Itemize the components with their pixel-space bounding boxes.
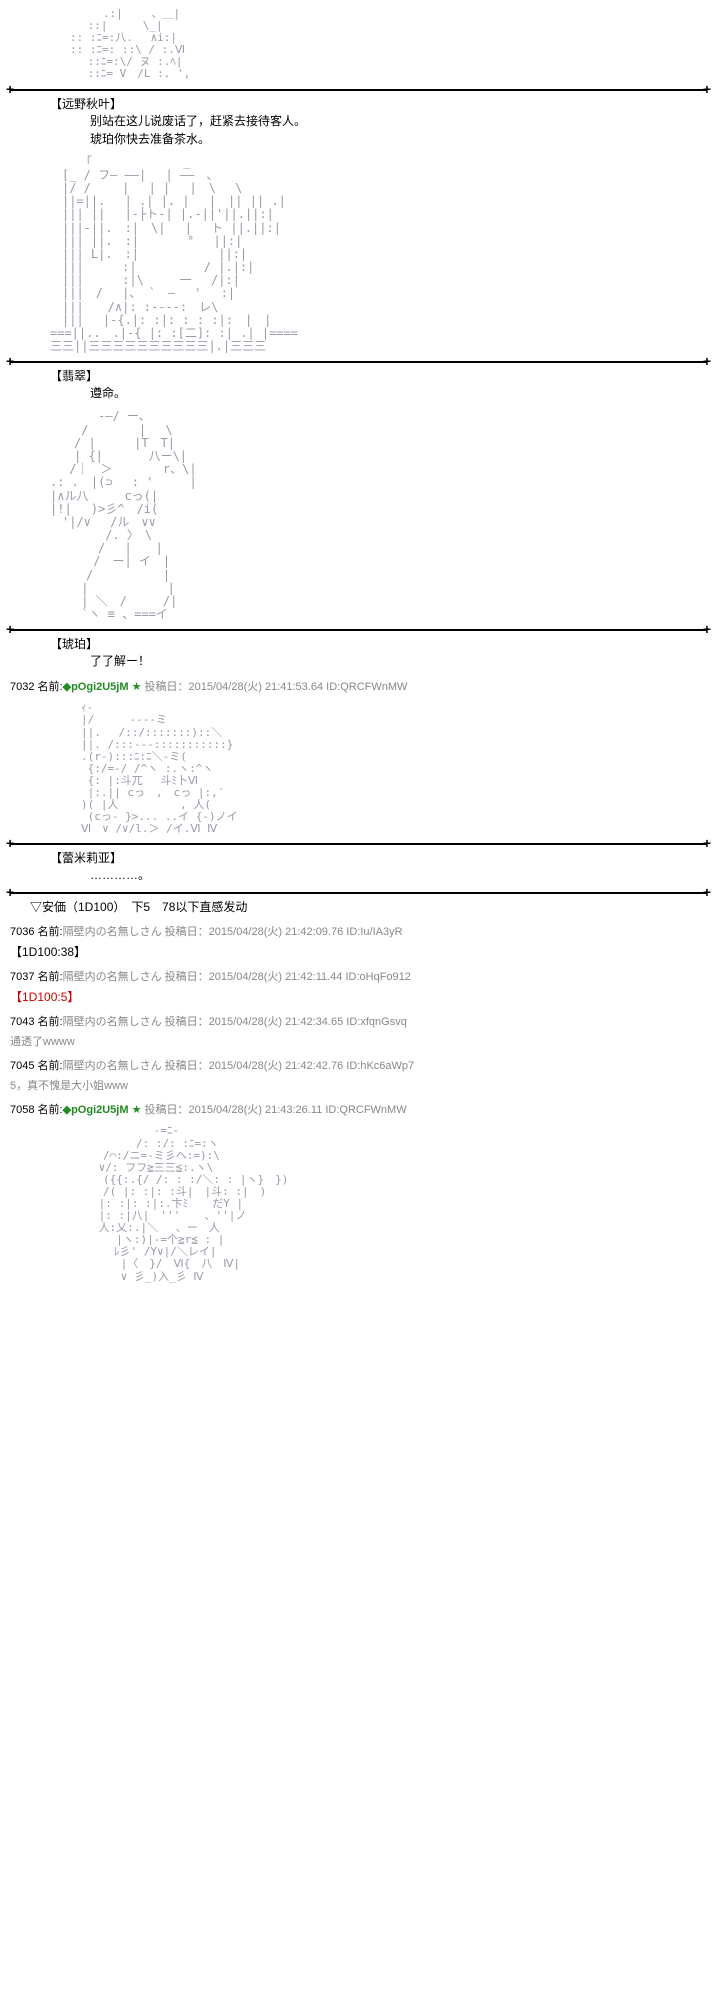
post-header: 7045 名前:隔壁内の名無しさん 投稿日：2015/04/28(火) 21:4… xyxy=(10,1057,707,1073)
id-label: ID: xyxy=(326,681,340,693)
divider xyxy=(10,843,707,845)
dialogue-line: 别站在这儿说废话了，赶紧去接待客人。 xyxy=(90,114,306,128)
dialogue-line: …………。 xyxy=(90,868,150,882)
dialogue-text: …………。 xyxy=(90,866,707,884)
name-label: 名前: xyxy=(38,971,63,983)
id-label: ID: xyxy=(346,1060,360,1072)
post-id: oHqFo912 xyxy=(360,971,411,983)
character-name: 【蕾米莉亚】 xyxy=(50,849,707,866)
date-label: 投稿日： xyxy=(165,926,209,938)
poster-name: 隔壁内の名無しさん xyxy=(63,1060,162,1072)
date-label: 投稿日： xyxy=(165,1060,209,1072)
post-id: QRCFWnMW xyxy=(340,681,407,693)
divider xyxy=(10,89,707,91)
dialogue-text: 遵命。 xyxy=(90,384,707,402)
name-label: 名前: xyxy=(38,1060,63,1072)
post-date: 2015/04/28(火) 21:43:26.11 xyxy=(189,1104,323,1116)
name-label: 名前: xyxy=(38,681,63,693)
post-comment: 5，真不愧是大小姐www xyxy=(10,1077,707,1093)
ascii-art-hisui: 「 _ [_ / フ― ――| | ―― 、 |/ / | | | | \ \ … xyxy=(50,156,707,354)
post-id: hKc6aWp7 xyxy=(360,1060,414,1072)
name-label: 名前: xyxy=(38,1016,63,1028)
dialogue-line: 遵命。 xyxy=(90,386,126,400)
post-date: 2015/04/28(火) 21:41:53.64 xyxy=(189,681,324,693)
date-label: 投稿日： xyxy=(165,1016,209,1028)
post-number: 7045 xyxy=(10,1060,34,1072)
post-id: Iu/IA3yR xyxy=(360,926,402,938)
ascii-art-remilia2: -=ﾆ- /: :/: :ﾆ=:ヽ /⌒:/ニ=-ミ彡ヘ:=):\ ∨/: フフ… xyxy=(70,1125,707,1282)
post-date: 2015/04/28(火) 21:42:42.76 xyxy=(209,1060,344,1072)
name-label: 名前: xyxy=(38,926,63,938)
character-name: 【翡翠】 xyxy=(50,367,707,384)
ascii-art-kohaku: -―/ ー、 / | \ / | |T T| | {| 八ー\| /｜ ＞ r、… xyxy=(50,410,707,621)
date-label: 投稿日： xyxy=(145,681,189,693)
post-number: 7058 xyxy=(10,1104,34,1116)
divider xyxy=(10,892,707,894)
post-date: 2015/04/28(火) 21:42:11.44 xyxy=(209,971,343,983)
post-header: 7036 名前:隔壁内の名無しさん 投稿日：2015/04/28(火) 21:4… xyxy=(10,923,707,939)
star-icon: ★ xyxy=(132,681,142,693)
anka-text: ▽安価（1D100） 下5 78以下直感发动 xyxy=(30,898,707,915)
post-header: 7043 名前:隔壁内の名無しさん 投稿日：2015/04/28(火) 21:4… xyxy=(10,1013,707,1029)
ascii-art-partial: .:| 、＿| ::| \_| :: :ﾆ=:八. ∧i:| :: :ﾆ=: :… xyxy=(70,8,707,81)
id-label: ID: xyxy=(346,926,360,938)
id-label: ID: xyxy=(345,971,359,983)
date-label: 投稿日： xyxy=(165,971,209,983)
post-number: 7032 xyxy=(10,681,34,693)
dialogue-text: 了了解ー！ xyxy=(90,652,707,670)
poster-name: 隔壁内の名無しさん xyxy=(63,926,162,938)
divider xyxy=(10,361,707,363)
id-label: ID: xyxy=(325,1104,339,1116)
post-id: xfqnGsvq xyxy=(360,1016,406,1028)
post-comment: 通透了wwww xyxy=(10,1033,707,1049)
dialogue-text: 别站在这儿说废话了，赶紧去接待客人。 琥珀你快去准备茶水。 xyxy=(90,112,707,148)
post-header: 7058 名前:◆pOgi2U5jM ★ 投稿日：2015/04/28(火) 2… xyxy=(10,1101,707,1117)
star-icon: ★ xyxy=(132,1104,142,1116)
date-label: 投稿日： xyxy=(145,1104,189,1116)
post-id: QRCFWnMW xyxy=(339,1104,406,1116)
tripcode: ◆pOgi2U5jM xyxy=(63,681,129,693)
post-number: 7043 xyxy=(10,1016,34,1028)
divider xyxy=(10,629,707,631)
post-date: 2015/04/28(火) 21:42:09.76 xyxy=(209,926,344,938)
character-name: 【琥珀】 xyxy=(50,635,707,652)
post-date: 2015/04/28(火) 21:42:34.65 xyxy=(209,1016,344,1028)
ascii-art-remilia: ｨ- |/ ----ミ ||. /::/:::::::)::＼ ||. /:::… xyxy=(70,702,707,835)
post-header: 7037 名前:隔壁内の名無しさん 投稿日：2015/04/28(火) 21:4… xyxy=(10,968,707,984)
post-number: 7037 xyxy=(10,971,34,983)
name-label: 名前: xyxy=(38,1104,63,1116)
dice-result: 【1D100:38】 xyxy=(10,943,707,960)
dialogue-line: 琥珀你快去准备茶水。 xyxy=(90,132,210,146)
tripcode: ◆pOgi2U5jM xyxy=(63,1104,129,1116)
dice-result-highlighted: 【1D100:5】 xyxy=(10,988,707,1005)
dialogue-line: 了了解ー！ xyxy=(90,654,150,668)
post-header: 7032 名前:◆pOgi2U5jM ★ 投稿日：2015/04/28(火) 2… xyxy=(10,678,707,694)
post-number: 7036 xyxy=(10,926,34,938)
character-name: 【远野秋叶】 xyxy=(50,95,707,112)
id-label: ID: xyxy=(346,1016,360,1028)
poster-name: 隔壁内の名無しさん xyxy=(63,971,162,983)
poster-name: 隔壁内の名無しさん xyxy=(63,1016,162,1028)
